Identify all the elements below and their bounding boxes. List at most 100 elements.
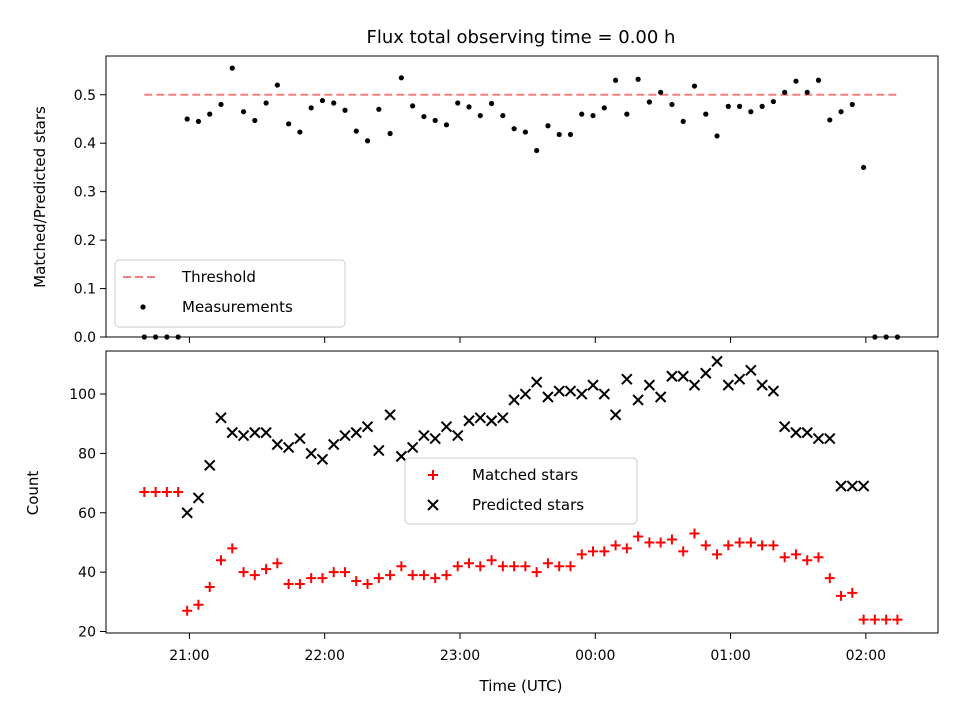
- measurements-point: [635, 76, 641, 82]
- predicted-stars-point: [812, 432, 825, 445]
- measurements-point: [579, 111, 585, 117]
- predicted-stars-point: [204, 459, 216, 471]
- matched-stars-point: [599, 546, 610, 557]
- measurements-point: [432, 117, 438, 124]
- predicted-stars-point: [621, 373, 633, 385]
- bottom-y-axis-label: Count: [24, 471, 42, 516]
- matched-stars-point: [173, 487, 184, 497]
- measurements-point: [477, 112, 483, 119]
- matched-stars-point: [678, 546, 689, 557]
- top-y-tick-label: 0.2: [74, 233, 96, 249]
- predicted-stars-point: [733, 373, 746, 385]
- predicted-stars-point: [373, 444, 385, 457]
- matched-stars-point: [757, 540, 768, 551]
- measurements-point: [624, 111, 630, 117]
- matched-stars-point: [182, 605, 193, 616]
- matched-stars-point: [407, 570, 418, 581]
- bottom-y-tick-label: 60: [78, 506, 96, 522]
- predicted-stars-point: [576, 388, 588, 400]
- matched-stars-point: [452, 561, 463, 572]
- matched-stars-point: [193, 599, 204, 610]
- matched-stars-point: [836, 590, 847, 601]
- matched-stars-point: [824, 573, 835, 584]
- predicted-stars-point: [632, 394, 644, 406]
- measurements-point: [658, 89, 664, 95]
- predicted-stars-point: [688, 379, 701, 391]
- matched-stars-point: [881, 614, 892, 625]
- predicted-stars-point: [452, 429, 464, 442]
- measurements-point: [815, 77, 822, 83]
- bottom-y-tick-label: 80: [78, 446, 96, 462]
- predicted-stars-point: [553, 385, 565, 397]
- measurements-point: [297, 129, 303, 135]
- top-legend: Threshold Measurements: [114, 259, 346, 328]
- bottom-legend-box: [404, 457, 638, 525]
- predicted-stars-point: [654, 391, 667, 403]
- top-legend-box: [114, 259, 346, 328]
- matched-stars-point: [430, 573, 441, 584]
- matched-stars-point: [644, 537, 655, 548]
- x-tick-label: 01:00: [710, 648, 750, 664]
- measurements-point: [534, 147, 540, 154]
- measurements-point: [748, 109, 754, 115]
- legend-marker-swatch: [140, 304, 146, 310]
- measurements-point: [240, 109, 247, 115]
- predicted-stars-point: [429, 432, 441, 445]
- measurements-point: [838, 109, 844, 115]
- measurements-point: [376, 106, 382, 112]
- predicted-stars-point: [711, 355, 723, 368]
- predicted-stars-point: [564, 385, 577, 397]
- matched-stars-point: [813, 552, 824, 563]
- matched-stars-point: [858, 614, 869, 625]
- measurements-point: [556, 131, 562, 138]
- predicted-stars-point: [237, 429, 250, 442]
- predicted-stars-point: [643, 379, 656, 391]
- chart-title: Flux total observing time = 0.00 h: [367, 27, 676, 48]
- top-panel: 0.0 0.1 0.2 0.3 0.4 0.5 Threshold Measurements…: [31, 55, 939, 346]
- matched-stars-point: [509, 561, 520, 572]
- predicted-stars-point: [609, 409, 622, 421]
- predicted-stars-point: [215, 412, 227, 424]
- predicted-stars-point: [294, 432, 306, 445]
- predicted-stars-point: [519, 388, 532, 400]
- measurements-point: [590, 112, 596, 119]
- predicted-stars-point: [587, 379, 599, 391]
- bottom-y-tick-label: 100: [69, 387, 96, 403]
- legend-entry-label: Matched stars: [472, 466, 578, 484]
- measurements-point: [782, 89, 788, 95]
- predicted-stars-point: [249, 426, 261, 439]
- predicted-stars-point: [756, 379, 768, 391]
- predicted-stars-point: [790, 426, 802, 439]
- matched-stars-point: [497, 561, 508, 572]
- top-y-tick-label: 0.0: [74, 330, 96, 346]
- predicted-stars-point: [485, 415, 498, 427]
- matched-stars-point: [139, 487, 150, 497]
- measurements-point: [252, 117, 258, 124]
- measurements-point: [725, 103, 731, 109]
- measurements-point: [500, 112, 506, 119]
- matched-stars-point: [475, 561, 486, 572]
- predicted-stars-point: [801, 426, 813, 439]
- measurements-point: [567, 131, 574, 138]
- x-tick-label: 21:00: [169, 648, 209, 664]
- top-ticks: 0.0 0.1 0.2 0.3 0.4 0.5: [74, 88, 867, 346]
- matched-stars-point: [779, 552, 790, 563]
- x-tick-label: 00:00: [575, 648, 615, 664]
- predicted-stars-point: [328, 438, 340, 451]
- matched-stars-point: [486, 555, 497, 566]
- matched-stars-point: [238, 567, 249, 578]
- measurements-point: [455, 100, 461, 106]
- matched-stars-point: [712, 549, 723, 560]
- predicted-stars-point: [395, 450, 408, 463]
- matched-stars-point: [373, 573, 384, 584]
- predicted-stars-point: [361, 420, 374, 433]
- matched-stars-point: [396, 561, 407, 572]
- matched-stars-point: [441, 570, 452, 581]
- predicted-stars-point: [192, 492, 205, 504]
- measurements-point: [342, 107, 348, 113]
- measurements-point: [759, 103, 765, 109]
- bottom-y-tick-label: 40: [78, 565, 96, 581]
- predicted-stars-point: [666, 370, 678, 382]
- matched-stars-point: [385, 570, 396, 581]
- predicted-stars-point: [316, 453, 329, 466]
